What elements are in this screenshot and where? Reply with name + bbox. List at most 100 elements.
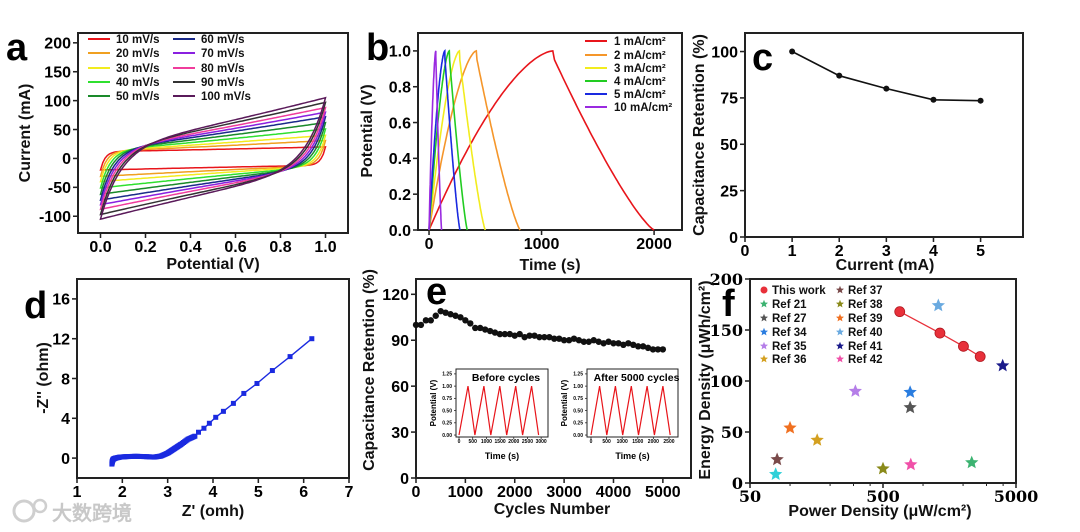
data-point <box>541 333 548 341</box>
legend-label: 30 mV/s <box>116 63 159 75</box>
x-tick-label: 5000 <box>645 484 681 501</box>
x-tick-label: 0 <box>425 236 434 253</box>
y-tick-label: 90 <box>391 333 409 350</box>
cv-curve-40 <box>99 128 327 189</box>
data-point <box>422 317 430 324</box>
legend-label: 80 mV/s <box>201 63 244 75</box>
inset-gcd-curve <box>590 385 671 436</box>
x-tick-label: 2000 <box>497 484 533 501</box>
y-tick-label: -50 <box>48 180 71 197</box>
y-tick-label: 0 <box>62 151 71 168</box>
data-point <box>437 307 444 315</box>
x-tick-label: 500 <box>602 439 611 445</box>
gcd-curve <box>428 50 443 231</box>
data-point <box>447 311 454 318</box>
data-point <box>654 346 662 353</box>
data-point <box>501 330 509 338</box>
data-point <box>506 330 514 338</box>
x-tick-label: 2 <box>118 484 127 501</box>
x-tick-label: 5000 <box>994 487 1039 506</box>
x-tick-label: 1.0 <box>314 239 336 256</box>
x-tick-label: 1 <box>788 243 797 260</box>
data-point <box>230 400 236 406</box>
data-point <box>610 340 617 347</box>
legend-label: 90 mV/s <box>201 77 244 89</box>
data-point <box>269 368 275 374</box>
legend-marker <box>836 299 844 308</box>
y-tick-label: 0.2 <box>389 187 411 204</box>
data-point <box>417 321 425 329</box>
y-axis-title: Current (mA) <box>17 84 34 183</box>
legend-label: Ref 39 <box>848 313 883 325</box>
data-point <box>634 343 642 350</box>
legend-label: 2 mA/cm² <box>614 50 666 62</box>
this-work-point <box>974 351 986 362</box>
ref-star <box>876 461 890 475</box>
data-point <box>452 312 459 319</box>
legend-label: Ref 40 <box>848 327 883 339</box>
legend-marker <box>760 354 768 363</box>
data-point <box>590 337 597 344</box>
y-tick-label: 0.6 <box>389 115 411 132</box>
ref-star <box>810 433 824 446</box>
legend-label: 3 mA/cm² <box>614 63 666 75</box>
plot-frame <box>749 278 1017 484</box>
x-tick-label: 2500 <box>663 439 674 445</box>
legend-label: Ref 35 <box>772 341 807 353</box>
legend-label: Ref 27 <box>772 313 807 325</box>
legend-marker <box>760 327 768 336</box>
data-point <box>605 338 612 345</box>
data-point <box>575 337 583 344</box>
y-tick-label: 50 <box>720 137 738 154</box>
gcd-curve <box>428 49 487 231</box>
cv-curve-10 <box>99 146 327 171</box>
data-point <box>639 343 647 350</box>
y-tick-label: 50 <box>721 423 743 442</box>
legend-label: Ref 34 <box>772 327 807 339</box>
watermark-logo-icon <box>32 498 48 514</box>
x-axis-title: Power Density (μW/cm²) <box>788 503 971 520</box>
data-point <box>192 433 198 439</box>
y-tick-label: 0 <box>729 230 738 247</box>
cv-curve-90 <box>99 101 327 216</box>
y-tick-label: 60 <box>391 379 409 396</box>
panel-letter-d: d <box>24 285 47 327</box>
legend-label: 4 mA/cm² <box>614 76 666 88</box>
inset-y-title: Potential (V) <box>560 379 569 426</box>
legend-label: 10 mV/s <box>116 34 159 46</box>
cv-curve-80 <box>99 106 327 211</box>
ref-star <box>931 298 945 312</box>
panel-letter-f: f <box>722 283 735 325</box>
data-point <box>287 354 293 360</box>
cv-curve-70 <box>99 111 327 206</box>
data-point <box>472 324 479 332</box>
x-axis-title: Cycles Number <box>494 501 611 518</box>
plot-frame <box>76 278 350 479</box>
legend-label: Ref 37 <box>848 285 883 297</box>
y-tick-label: 0.25 <box>573 421 583 427</box>
data-point <box>432 312 439 319</box>
inset-title: After 5000 cycles <box>594 372 680 384</box>
y-tick-label: 25 <box>720 183 738 200</box>
legend-marker <box>760 299 768 308</box>
inset-y-title: Potential (V) <box>429 379 438 426</box>
data-point <box>659 346 667 353</box>
x-tick-label: 7 <box>345 484 354 501</box>
this-work-point <box>958 340 969 352</box>
data-point <box>600 340 607 347</box>
plot-frame <box>455 368 549 438</box>
inset-gcd-curve <box>458 385 540 436</box>
inset-x-title: Time (s) <box>615 451 649 461</box>
plot-frame <box>586 368 679 438</box>
ref-star <box>996 358 1010 372</box>
x-tick-label: 1000 <box>617 439 628 445</box>
watermark-text: 大数跨境 <box>52 501 132 525</box>
y-tick-label: 100 <box>44 93 71 110</box>
y-tick-label: 0 <box>732 474 743 493</box>
y-axis-title: Energy Density (μWh/cm²) <box>697 280 714 479</box>
x-tick-label: 5 <box>976 243 985 260</box>
data-point <box>565 337 573 344</box>
data-point <box>481 326 489 333</box>
